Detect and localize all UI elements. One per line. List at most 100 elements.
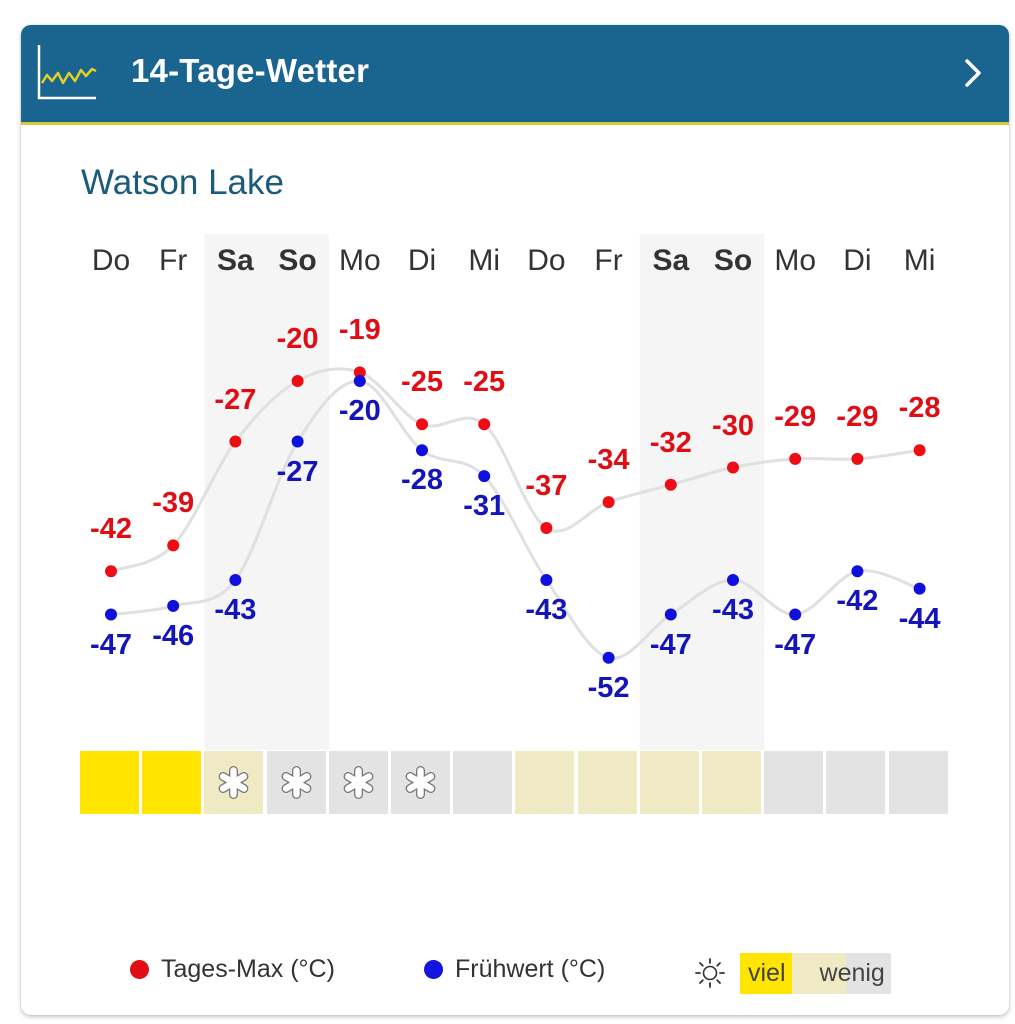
min-value-label: -47 [774, 628, 817, 661]
max-point [105, 565, 117, 578]
min-point [727, 573, 739, 586]
day-label: So [278, 244, 317, 277]
sunshine-cell [80, 751, 139, 814]
legend-min-label: Frühwert (°C) [455, 955, 606, 983]
max-point [727, 461, 739, 474]
legend-max: Tages-Max (°C) [130, 955, 335, 984]
snowflake-icon [343, 766, 374, 799]
day-label: Mi [468, 244, 501, 277]
min-point [478, 470, 491, 483]
widget-title: 14-Tage-Wetter [131, 52, 370, 89]
card-header[interactable]: 14-Tage-Wetter [21, 25, 1009, 125]
max-value-label: -29 [774, 400, 817, 433]
min-value-label: -44 [898, 602, 941, 635]
chevron-right-icon[interactable] [959, 57, 987, 89]
min-value-label: -42 [836, 585, 879, 618]
day-label: Fr [159, 244, 188, 277]
max-value-label: -28 [898, 392, 941, 425]
min-value-label: -46 [152, 619, 195, 652]
sunshine-scale: viel wenig [740, 953, 891, 994]
min-value-label: -47 [90, 628, 132, 661]
weekend-band [639, 234, 703, 750]
min-point [851, 565, 864, 578]
max-point [416, 418, 428, 431]
max-value-label: -25 [463, 366, 506, 399]
max-value-label: -32 [649, 426, 692, 459]
max-point [540, 522, 553, 535]
min-point [353, 375, 366, 387]
sunshine-cell [577, 751, 637, 814]
max-value-label: -39 [152, 487, 195, 520]
min-value-label: -47 [649, 628, 692, 661]
min-value-label: -28 [401, 464, 443, 497]
min-value-label: -43 [214, 593, 257, 626]
weekend-band [702, 234, 765, 750]
min-point [416, 444, 428, 457]
snowflake-icon [218, 766, 249, 799]
sunshine-cell [826, 751, 886, 814]
line-chart-icon [37, 45, 97, 100]
min-point [540, 573, 553, 586]
min-point [913, 582, 926, 595]
legend-min: Frühwert (°C) [424, 955, 605, 984]
day-label: Sa [217, 244, 254, 277]
day-label: Di [407, 244, 437, 277]
max-point [789, 452, 802, 465]
min-point [789, 608, 802, 621]
sunshine-cell [453, 751, 513, 814]
weekend-band [266, 234, 330, 750]
min-value-label: -20 [338, 395, 381, 427]
legend-max-label: Tages-Max (°C) [161, 955, 335, 983]
max-value-label: -42 [90, 513, 132, 546]
max-point [167, 539, 180, 552]
day-label: Do [91, 244, 131, 277]
sunshine-cell [266, 751, 326, 814]
sunshine-cell [515, 751, 575, 814]
max-value-label: -30 [712, 409, 754, 442]
min-value-label: -43 [525, 593, 568, 626]
sunshine-cell [702, 751, 761, 814]
max-value-label: -29 [836, 400, 879, 433]
max-point [851, 452, 864, 465]
max-point [913, 444, 926, 457]
day-label: Di [843, 244, 872, 277]
day-label: Fr [594, 244, 623, 277]
min-point [664, 608, 677, 621]
min-point [167, 599, 180, 612]
sunshine-cell [639, 751, 699, 814]
min-point [229, 573, 242, 586]
max-value-label: -34 [587, 444, 630, 477]
sun-icon [695, 958, 725, 988]
min-curve [110, 379, 921, 660]
blue-dot-icon [424, 960, 443, 979]
sunshine-cell [764, 751, 824, 814]
scale-low: wenig [817, 953, 891, 994]
max-value-label: -20 [276, 323, 319, 355]
sunshine-cell [328, 751, 388, 814]
day-label: Mi [903, 244, 936, 277]
min-value-label: -52 [587, 671, 630, 704]
sunshine-cell [391, 751, 450, 814]
max-point [291, 375, 304, 387]
max-value-label: -25 [401, 366, 443, 399]
min-point [602, 651, 615, 664]
scale-high: viel [740, 953, 792, 994]
min-value-label: -31 [463, 490, 506, 523]
location-name: Watson Lake [81, 163, 284, 202]
day-label: Do [527, 244, 566, 277]
snowflake-icon [281, 766, 311, 799]
day-label: Sa [652, 244, 690, 277]
sunshine-cell [142, 751, 202, 814]
red-dot-icon [130, 960, 149, 979]
snowflake-icon [405, 766, 436, 799]
min-point [291, 435, 304, 448]
scale-mid [791, 953, 818, 994]
max-point [478, 418, 491, 431]
max-point [602, 496, 615, 509]
max-point [353, 366, 366, 379]
day-label: Mo [774, 244, 817, 277]
weather-card: 14-Tage-Wetter Watson Lake [21, 25, 1009, 1015]
min-value-label: -43 [712, 593, 754, 626]
